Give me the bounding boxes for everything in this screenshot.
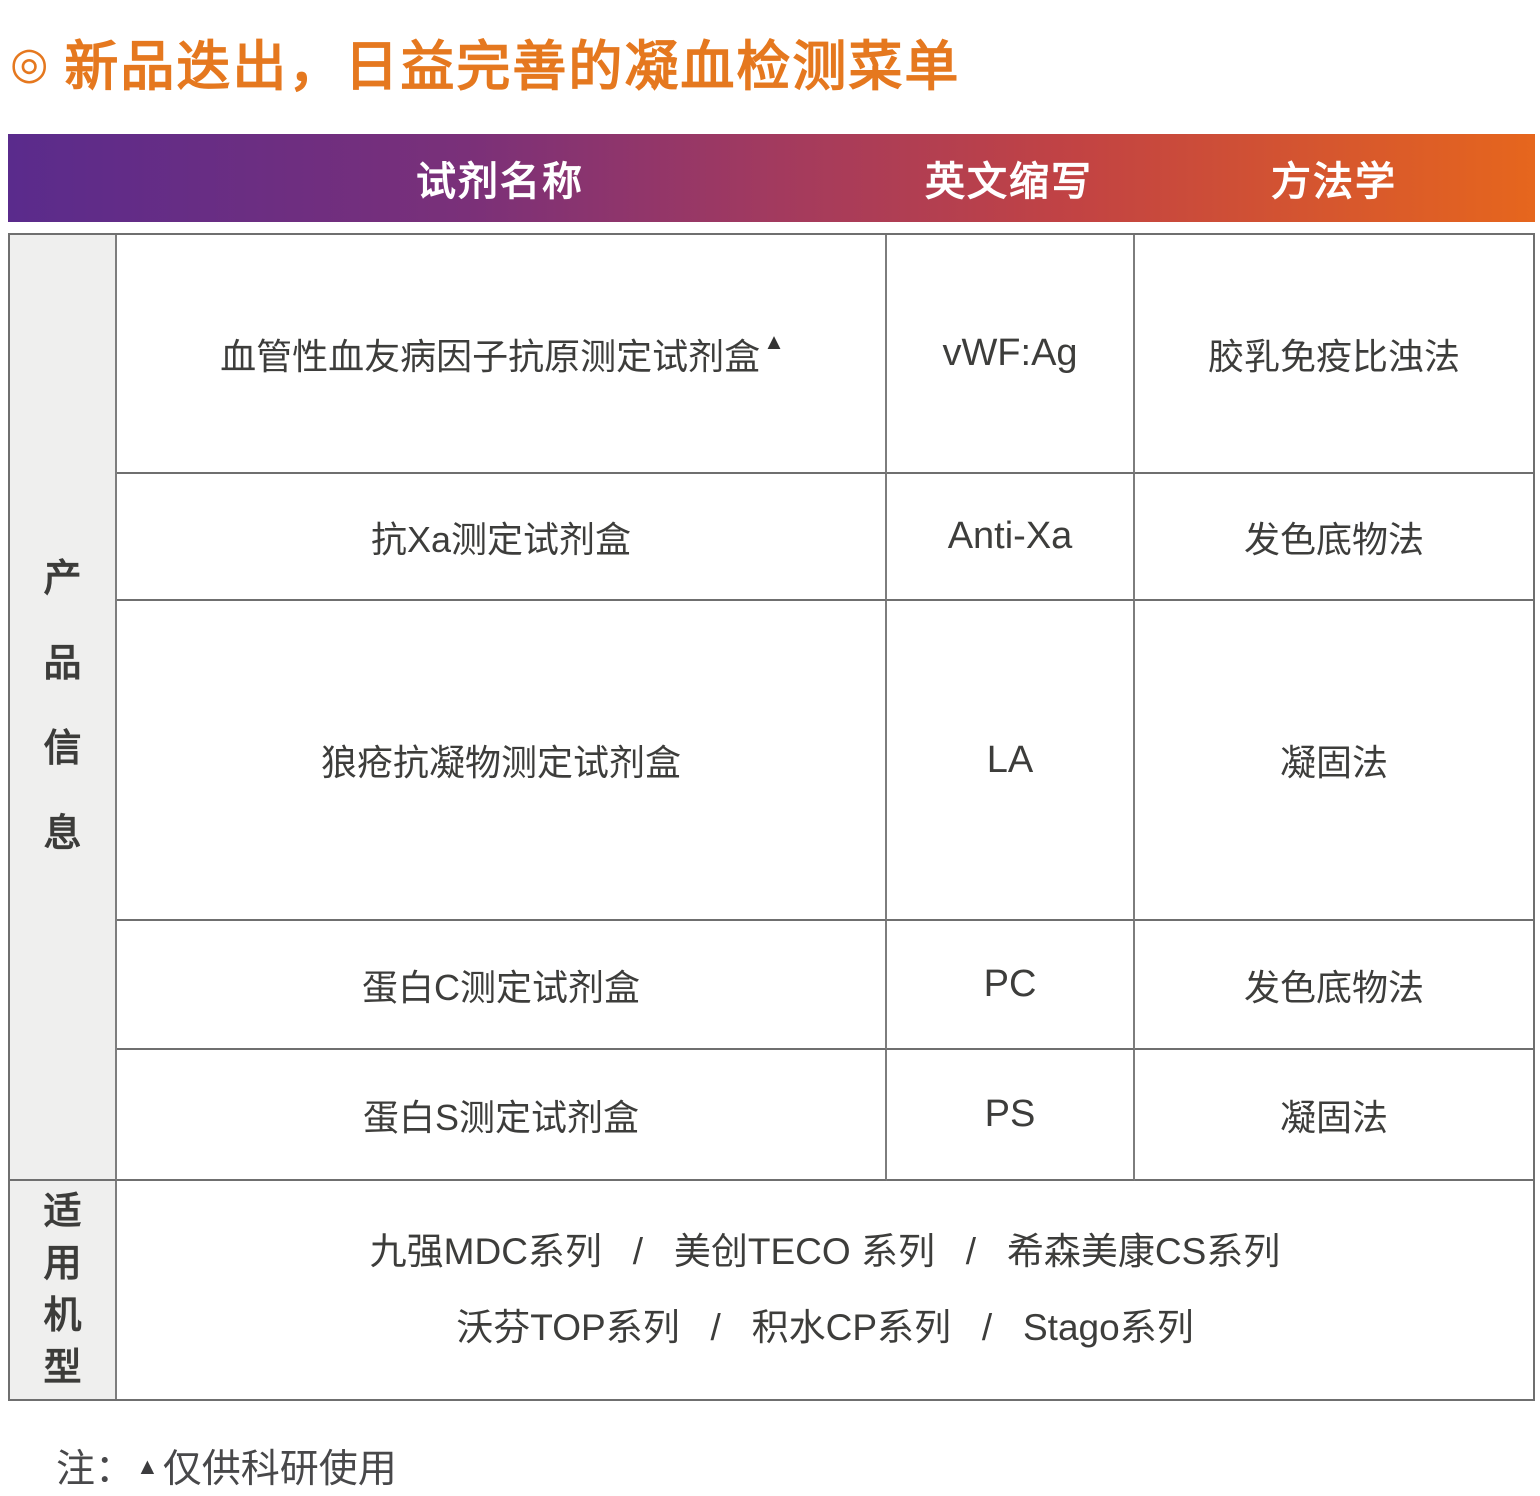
table-row-3-method: 凝固法	[1135, 601, 1533, 921]
table-row-3-reagent: 狼疮抗凝物测定试剂盒	[117, 601, 887, 921]
header-cell-abbr: 英文缩写	[885, 134, 1133, 222]
table-row-5-reagent: 蛋白S测定试剂盒	[117, 1050, 887, 1181]
instruments-line-1: 九强MDC系列 / 美创TECO 系列 / 希森美康CS系列	[369, 1231, 1281, 1272]
reagent-name: 蛋白S测定试剂盒	[362, 1096, 639, 1138]
table-row-3-abbr: LA	[887, 601, 1135, 921]
product-table: 产品信息 血管性血友病因子抗原测定试剂盒 ▲ vWF:Ag 胶乳免疫比浊法 抗Xa…	[8, 233, 1535, 1401]
table-row-4-method: 发色底物法	[1135, 921, 1533, 1050]
table-row-2-abbr: Anti-Xa	[887, 474, 1135, 601]
research-only-marker-icon: ▲	[763, 328, 785, 354]
footnote-prefix: 注：	[56, 1448, 135, 1491]
header-cell-method: 方法学	[1133, 134, 1535, 222]
table-header-band: 试剂名称 英文缩写 方法学	[8, 134, 1535, 222]
research-only-marker-icon: ▲	[136, 1452, 159, 1479]
side-label-instruments: 适用机型	[10, 1181, 117, 1399]
reagent-name: 血管性血友病因子抗原测定试剂盒	[220, 335, 761, 377]
side-label-instruments-text: 适用机型	[43, 1191, 82, 1389]
header-label-method: 方法学	[1271, 160, 1397, 204]
table-row-2-method: 发色底物法	[1135, 474, 1533, 601]
table-row-5-method: 凝固法	[1135, 1050, 1533, 1181]
reagent-name: 抗Xa测定试剂盒	[370, 518, 632, 560]
header-label-reagent: 试剂名称	[416, 160, 584, 204]
table-row-2-reagent: 抗Xa测定试剂盒	[117, 474, 887, 601]
instruments-merged-cell: 九强MDC系列 / 美创TECO 系列 / 希森美康CS系列 沃芬TOP系列 /…	[117, 1181, 1533, 1399]
footnote-text: 仅供科研使用	[162, 1448, 397, 1491]
table-row-1-method: 胶乳免疫比浊法	[1135, 235, 1533, 474]
bullseye-icon: ◎	[10, 39, 51, 88]
page-title-text: 新品迭出，日益完善的凝血检测菜单	[64, 37, 961, 97]
table-row-4-reagent: 蛋白C测定试剂盒	[117, 921, 887, 1050]
table-row-5-abbr: PS	[887, 1050, 1135, 1181]
reagent-name: 狼疮抗凝物测定试剂盒	[320, 742, 681, 783]
header-label-abbr: 英文缩写	[925, 160, 1093, 204]
header-cell-reagent: 试剂名称	[115, 134, 885, 222]
side-label-product-info-text: 产品信息	[43, 558, 82, 855]
footnote: 注： ▲ 仅供科研使用	[56, 1438, 397, 1494]
instruments-line-2: 沃芬TOP系列 / 积水CP系列 / Stago系列	[456, 1307, 1194, 1348]
side-label-product-info: 产品信息	[10, 235, 117, 1181]
header-spacer	[8, 134, 115, 222]
page-title: ◎ 新品迭出，日益完善的凝血检测菜单	[10, 22, 1530, 101]
reagent-name: 蛋白C测定试剂盒	[362, 966, 640, 1008]
table-row-1-reagent: 血管性血友病因子抗原测定试剂盒 ▲	[117, 235, 887, 474]
table-row-1-abbr: vWF:Ag	[887, 235, 1135, 474]
table-row-4-abbr: PC	[887, 921, 1135, 1050]
